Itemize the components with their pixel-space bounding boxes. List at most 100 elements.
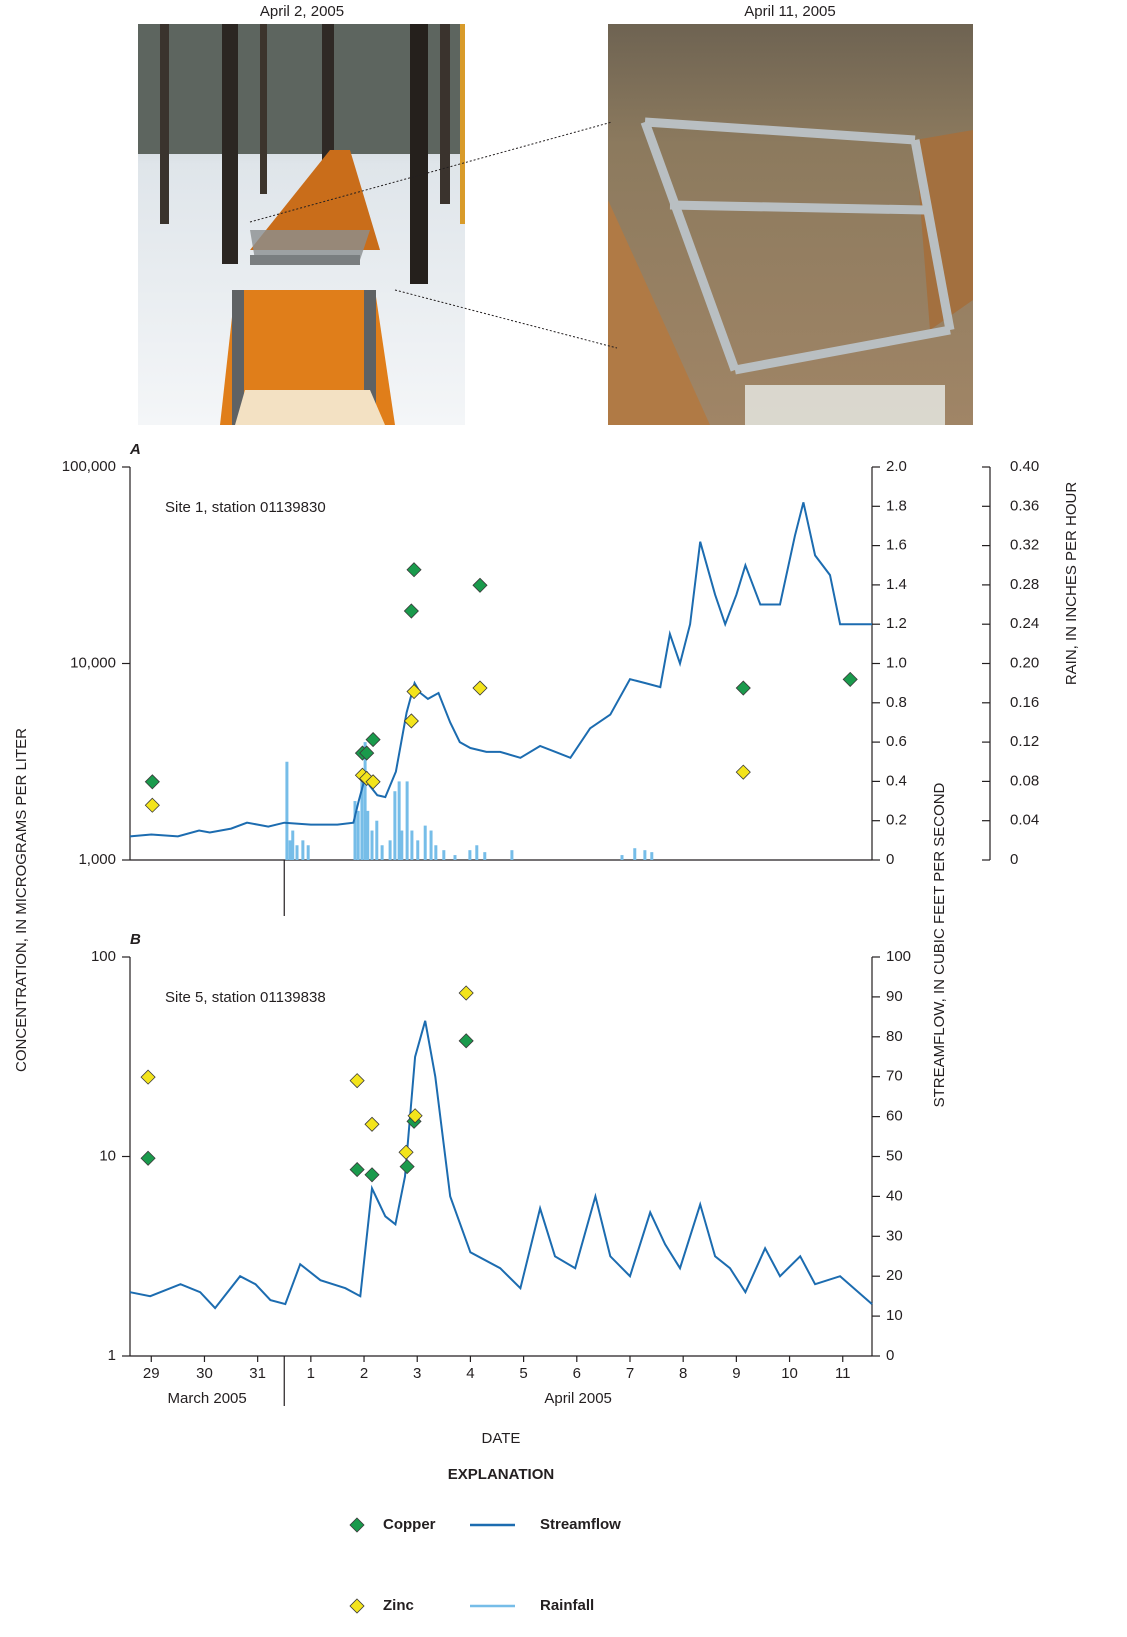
- rain-bar: [423, 825, 427, 860]
- rain-bar: [370, 830, 374, 860]
- y3-tick-label: 0.40: [1010, 458, 1039, 475]
- y2-tick-label: 80: [886, 1028, 903, 1045]
- y3-tick-label: 0.04: [1010, 812, 1039, 829]
- x-tick-label: 3: [413, 1365, 421, 1382]
- data-point: [365, 774, 381, 790]
- y-tick-label: 100,000: [62, 458, 116, 475]
- x-group-label: April 2005: [544, 1390, 612, 1407]
- rain-bar: [301, 840, 305, 860]
- rain-bar: [291, 830, 295, 860]
- y3-tick-label: 0.24: [1010, 615, 1039, 632]
- x-tick-label: 31: [249, 1365, 266, 1382]
- annotation: Site 1, station 01139830: [165, 499, 326, 516]
- x-tick-label: 8: [679, 1365, 687, 1382]
- y2-tick-label: 90: [886, 988, 903, 1005]
- rain-bar: [416, 840, 420, 860]
- connector: [249, 121, 613, 223]
- streamflow-line: [129, 1020, 873, 1310]
- data-point: [735, 764, 751, 780]
- rain-bar: [288, 840, 292, 860]
- data-point: [406, 562, 422, 578]
- y2-tick-label: 1.2: [886, 615, 907, 632]
- rain-bar: [397, 781, 401, 860]
- y-tick-label: 10: [99, 1147, 116, 1164]
- rain-bar: [366, 810, 370, 860]
- data-point: [735, 680, 751, 696]
- y2-tick-label: 0.8: [886, 694, 907, 711]
- data-point: [472, 680, 488, 696]
- y-tick-label: 10,000: [70, 654, 116, 671]
- data-point: [458, 985, 474, 1001]
- rain-bar: [442, 850, 446, 860]
- x-tick-label: 7: [626, 1365, 634, 1382]
- legend-label: Zinc: [383, 1597, 414, 1614]
- y2-tick-label: 60: [886, 1108, 903, 1125]
- x-tick-label: 29: [143, 1365, 160, 1382]
- y2-tick-label: 0: [886, 851, 894, 868]
- x-tick-label: 6: [573, 1365, 581, 1382]
- photo-caption: April 11, 2005: [744, 3, 835, 20]
- y3-axis-title: RAIN, IN INCHES PER HOUR: [1063, 482, 1080, 686]
- data-point: [349, 1162, 365, 1178]
- x-tick-label: 9: [732, 1365, 740, 1382]
- y3-tick-label: 0.32: [1010, 537, 1039, 554]
- rain-bar: [510, 850, 514, 860]
- data-point: [472, 577, 488, 593]
- data-point: [365, 732, 381, 748]
- legend-label: Copper: [383, 1516, 436, 1533]
- rain-bar: [620, 855, 624, 860]
- photo-right: [608, 24, 973, 425]
- y2-tick-label: 70: [886, 1068, 903, 1085]
- data-point: [144, 797, 160, 813]
- annotation: Site 5, station 01139838: [165, 989, 326, 1006]
- rain-bar: [363, 742, 367, 860]
- rain-bar: [375, 820, 379, 860]
- rain-bar: [295, 845, 299, 860]
- y3-tick-label: 0.28: [1010, 576, 1039, 593]
- x-tick-label: 1: [307, 1365, 315, 1382]
- y2-tick-label: 1.0: [886, 654, 907, 671]
- data-point: [406, 683, 422, 700]
- data-point: [359, 745, 375, 761]
- x-tick-label: 11: [835, 1365, 851, 1382]
- rain-bar: [633, 848, 637, 860]
- x-tick-label: 5: [519, 1365, 527, 1382]
- rain-bar: [353, 801, 357, 860]
- y2-tick-label: 1.4: [886, 576, 907, 593]
- data-point: [403, 603, 419, 619]
- data-point: [403, 713, 419, 729]
- y3-tick-label: 0.12: [1010, 733, 1039, 750]
- data-point: [398, 1144, 414, 1160]
- y2-tick-label: 50: [886, 1147, 903, 1164]
- rain-bar: [410, 830, 414, 860]
- legend-label: Rainfall: [540, 1597, 594, 1614]
- y-tick-label: 1,000: [78, 851, 116, 868]
- y-tick-label: 1: [108, 1347, 116, 1364]
- rain-bar: [475, 845, 479, 860]
- rain-bar: [650, 852, 654, 860]
- rain-bar: [306, 845, 310, 860]
- y2-tick-label: 1.8: [886, 497, 907, 514]
- legend-label: Streamflow: [540, 1516, 621, 1533]
- panel-label: B: [130, 931, 141, 948]
- y3-tick-label: 0.36: [1010, 497, 1039, 514]
- rain-bar: [429, 830, 433, 860]
- rain-bar: [453, 855, 457, 860]
- y-axis-title: CONCENTRATION, IN MICROGRAMS PER LITER: [13, 728, 30, 1072]
- legend: Copper Zinc Streamflow Rainfall: [349, 1516, 621, 1614]
- data-point: [364, 1116, 380, 1132]
- y2-tick-label: 0.2: [886, 812, 907, 829]
- rain-bar: [468, 850, 472, 860]
- y2-tick-label: 30: [886, 1227, 903, 1244]
- panel-label: A: [129, 441, 141, 458]
- data-point: [364, 1167, 380, 1183]
- y2-tick-label: 20: [886, 1267, 903, 1284]
- data-point: [842, 671, 858, 687]
- data-point: [399, 1159, 415, 1175]
- rain-bar: [434, 845, 438, 860]
- rain-bar: [356, 810, 360, 860]
- legend-symbol: [349, 1598, 365, 1614]
- rain-bar: [405, 781, 409, 860]
- y3-tick-label: 0.16: [1010, 694, 1039, 711]
